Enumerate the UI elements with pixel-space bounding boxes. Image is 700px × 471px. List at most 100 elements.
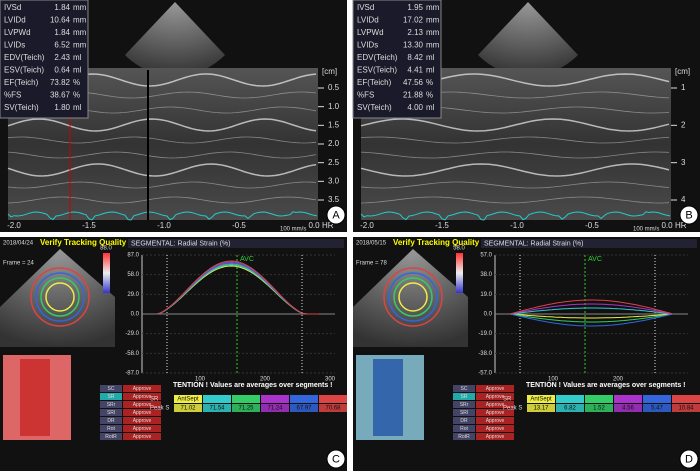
mode-cell — [100, 409, 122, 416]
depth-tick-label: 4 — [681, 195, 686, 204]
tracking-ring — [35, 272, 85, 322]
measure-unit: % — [426, 91, 433, 100]
measure-unit: ml — [426, 103, 435, 112]
status-cell — [123, 401, 161, 408]
measure-name: LVIDs — [357, 41, 378, 50]
measurement-box — [0, 0, 89, 119]
measure-name: EDV(Teich) — [357, 53, 398, 62]
m-mode-echo — [7, 163, 317, 177]
mode-name: SRl — [460, 410, 468, 416]
mode-cell — [453, 409, 475, 416]
time-tick-label: -1.5 — [435, 221, 449, 230]
measure-unit: mm — [426, 28, 440, 37]
peak-value: 67.97 — [296, 406, 312, 412]
mode-status: Approve — [133, 402, 152, 408]
segment-cell — [232, 395, 260, 403]
measure-value: 1.95 — [407, 3, 423, 12]
strain-curve — [509, 313, 673, 319]
y-tick-label: 19.0 — [480, 292, 492, 298]
measure-value: 38.67 — [50, 91, 71, 100]
measure-unit: % — [426, 78, 433, 87]
mode-cell — [100, 417, 122, 424]
y-tick-label: -57.0 — [478, 371, 492, 377]
status-cell — [476, 417, 514, 424]
panel-letter-badge — [326, 449, 346, 469]
tracking-banner: Verify Tracking Quality — [40, 238, 127, 247]
tracking-banner: Verify Tracking Quality — [393, 238, 480, 247]
mode-cell — [100, 425, 122, 432]
status-cell — [123, 417, 161, 424]
depth-tick-label: 1.5 — [328, 120, 340, 129]
measure-unit: mm — [426, 3, 440, 12]
y-tick-label: -38.0 — [478, 351, 492, 357]
measure-unit: mm — [73, 41, 87, 50]
plot-title: SEGMENTAL: Radial Strain (%) — [131, 240, 230, 247]
measure-unit: ml — [426, 53, 435, 62]
peak-cell — [643, 404, 671, 412]
sector-image — [478, 2, 578, 77]
measure-name: LVIDs — [4, 41, 25, 50]
sweep-speed: 100 mm/s — [280, 227, 306, 233]
scan-date: 2018/04/24 — [3, 241, 34, 247]
measure-value: 47.56 — [403, 78, 424, 87]
measure-unit: ml — [73, 66, 82, 75]
tracking-image — [0, 249, 115, 347]
status-cell — [123, 393, 161, 400]
hr-label: HR — [322, 221, 334, 230]
measure-unit: ml — [73, 103, 82, 112]
time-tick-label: -0.5 — [232, 221, 246, 230]
measure-name: LVPWd — [357, 28, 384, 37]
strain-curve — [509, 307, 673, 315]
y-tick-label: -87.0 — [125, 371, 139, 377]
time-tick-label: -1.0 — [510, 221, 524, 230]
peak-value: 4.56 — [622, 406, 634, 412]
panel-letter-badge — [679, 449, 699, 469]
mode-name: SRl — [107, 410, 115, 416]
status-cell — [123, 385, 161, 392]
peak-value: 71.25 — [238, 406, 254, 412]
mode-cell — [100, 401, 122, 408]
row-label: Peak S — [150, 406, 169, 412]
status-cell — [123, 409, 161, 416]
measure-value: 6.52 — [54, 41, 70, 50]
y-tick-label: 58.0 — [127, 272, 139, 278]
avc-label: AVC — [588, 256, 602, 263]
measure-value: 0.64 — [54, 66, 70, 75]
strain-curve — [509, 313, 673, 327]
status-cell — [476, 433, 514, 440]
segment-cell — [614, 395, 642, 403]
peak-cell — [672, 404, 700, 412]
measure-name: LVIDd — [357, 16, 379, 25]
sector-image — [125, 2, 225, 77]
plot-title-box — [128, 239, 344, 248]
status-cell — [123, 433, 161, 440]
mode-name: DR — [107, 418, 115, 424]
panel-letter-badge — [326, 205, 346, 225]
depth-tick-label: 3.0 — [328, 176, 340, 185]
tracking-ring — [40, 277, 80, 317]
measure-name: EF(Teich) — [357, 78, 392, 87]
measure-unit: % — [73, 78, 80, 87]
measure-name: ESV(Teich) — [4, 66, 44, 75]
status-cell — [123, 425, 161, 432]
measure-unit: ml — [73, 53, 82, 62]
measure-name: LVIDd — [4, 16, 26, 25]
tracking-image — [353, 249, 468, 347]
bullseye-core — [373, 359, 403, 436]
peak-cell — [614, 404, 642, 412]
y-tick-label: -29.0 — [125, 331, 139, 337]
measure-value: 4.41 — [407, 66, 423, 75]
measure-value: 1.80 — [54, 103, 70, 112]
m-mode-echo — [360, 163, 670, 177]
sweep-speed: 100 mm/s — [633, 227, 659, 233]
peak-cell — [527, 404, 555, 412]
measurement-box — [352, 0, 442, 119]
measure-value: 1.84 — [54, 28, 70, 37]
colorbar — [103, 253, 110, 293]
x-tick-label: 200 — [260, 377, 271, 383]
measure-name: %FS — [357, 91, 374, 100]
measure-name: SV(Teich) — [357, 103, 392, 112]
mode-cell — [453, 393, 475, 400]
mode-status: Approve — [486, 418, 505, 424]
